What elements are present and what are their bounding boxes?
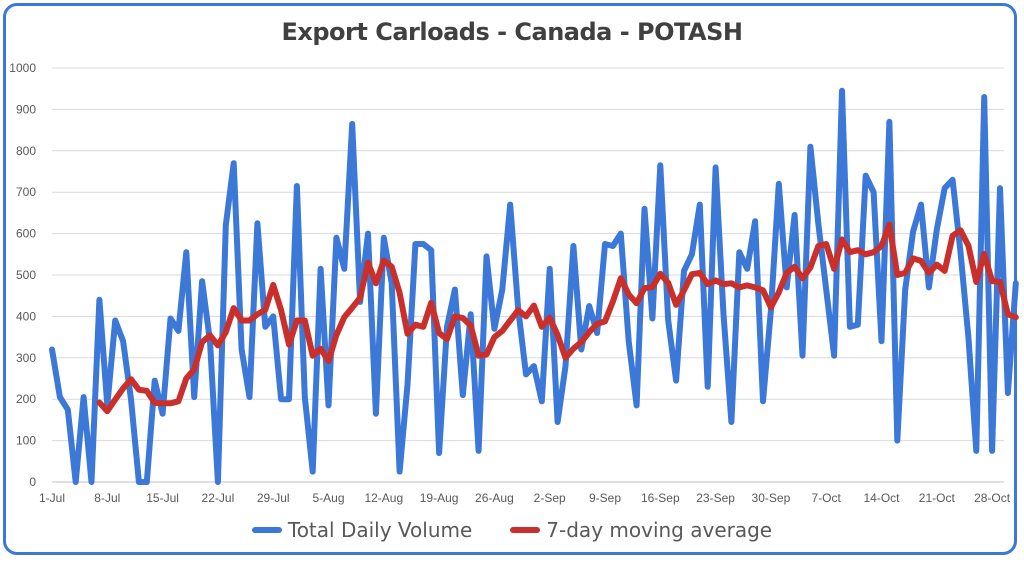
y-tick-label: 700 — [16, 185, 36, 199]
x-axis: 1-Jul 8-Jul 15-Jul 22-Jul 29-Jul 5-Aug 12-Aug 1… — [39, 491, 1011, 505]
x-tick-label: 15-Jul — [146, 491, 179, 505]
x-tick-label: 19-Aug — [420, 491, 459, 505]
chart-title: Export Carloads - Canada - POTASH — [281, 18, 743, 46]
y-tick-label: 900 — [16, 102, 36, 116]
y-tick-label: 500 — [16, 268, 36, 282]
y-tick-label: 600 — [16, 227, 36, 241]
x-tick-label: 28-Oct — [974, 491, 1011, 505]
legend-swatch-total — [251, 527, 282, 533]
x-tick-label: 21-Oct — [919, 491, 956, 505]
y-tick-label: 800 — [16, 144, 36, 158]
x-tick-label: 29-Jul — [257, 491, 290, 505]
x-tick-label: 5-Aug — [312, 491, 344, 505]
x-tick-label: 23-Sep — [696, 491, 735, 505]
legend-swatch-average — [510, 527, 541, 533]
x-tick-label: 26-Aug — [475, 491, 514, 505]
legend-item-total: Total Daily Volume — [251, 518, 473, 542]
y-tick-label: 400 — [16, 309, 36, 323]
legend-item-average: 7-day moving average — [510, 518, 772, 542]
x-tick-label: 30-Sep — [752, 491, 791, 505]
y-tick-label: 1000 — [9, 61, 36, 75]
x-tick-label: 9-Sep — [589, 491, 621, 505]
y-axis: 0 100 200 300 400 500 600 700 800 900 1000 — [9, 61, 36, 489]
y-tick-label: 200 — [16, 392, 36, 406]
x-tick-label: 7-Oct — [812, 491, 842, 505]
y-tick-label: 100 — [16, 434, 36, 448]
x-tick-label: 16-Sep — [641, 491, 680, 505]
y-tick-label: 300 — [16, 351, 36, 365]
legend: Total Daily Volume 7-day moving average — [0, 518, 1024, 542]
series-line-7-day-moving-average — [96, 221, 1019, 415]
x-tick-label: 12-Aug — [364, 491, 403, 505]
legend-label-average: 7-day moving average — [546, 518, 773, 542]
y-tick-label: 0 — [29, 475, 36, 489]
series-line-total-daily-volume — [49, 87, 1019, 485]
x-tick-label: 8-Jul — [94, 491, 120, 505]
x-tick-label: 1-Jul — [39, 491, 65, 505]
gridlines — [52, 67, 1004, 483]
x-tick-label: 2-Sep — [534, 491, 566, 505]
x-tick-label: 22-Jul — [202, 491, 235, 505]
legend-label-total: Total Daily Volume — [287, 518, 473, 542]
x-tick-label: 14-Oct — [863, 491, 900, 505]
series-group — [49, 87, 1019, 485]
